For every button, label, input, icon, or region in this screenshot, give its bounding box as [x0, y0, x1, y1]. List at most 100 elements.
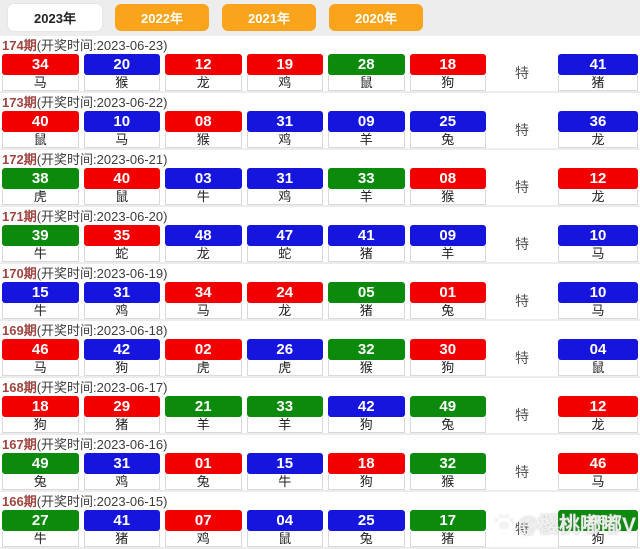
zodiac-label: 狗 [328, 474, 405, 490]
zodiac-label: 鼠 [328, 75, 405, 91]
ball-number: 08 [165, 111, 242, 132]
ball-number: 09 [328, 111, 405, 132]
ball-number: 21 [165, 396, 242, 417]
zodiac-label: 鸡 [165, 531, 242, 547]
zodiac-label: 猪 [328, 303, 405, 319]
zodiac-label: 猪 [558, 75, 638, 91]
zodiac-label: 鼠 [2, 132, 79, 148]
zodiac-label: 羊 [246, 417, 323, 433]
ball-number: 28 [328, 54, 405, 75]
draw-period: 172期 [2, 152, 37, 167]
ball-number: 31 [246, 168, 323, 189]
special-label: 特 [515, 521, 529, 537]
draw-time: (开奖时间:2023-06-22) [36, 95, 168, 110]
number-cell: 18 狗 [409, 54, 486, 92]
ball-number: 25 [328, 510, 405, 531]
ball-number: 08 [409, 168, 486, 189]
draw-period: 171期 [2, 209, 37, 224]
ball-number: 02 [165, 339, 242, 360]
number-cell: 40 鼠 [2, 111, 79, 149]
draw-period: 168期 [2, 380, 37, 395]
ball-number: 10 [558, 282, 638, 303]
zodiac-label: 马 [558, 246, 638, 262]
ball-number: 06 [558, 510, 638, 531]
ball-number: 15 [246, 453, 323, 474]
cells-row: 15 牛 31 鸡 34 马 24 龙 05 猪 01 兔特 10 马 [2, 282, 638, 320]
zodiac-label: 猴 [83, 75, 160, 91]
draw-period: 167期 [2, 437, 37, 452]
zodiac-label: 鸡 [246, 75, 323, 91]
ball-number: 17 [409, 510, 486, 531]
ball-number: 07 [165, 510, 242, 531]
ball-number: 32 [328, 339, 405, 360]
zodiac-label: 狗 [2, 417, 79, 433]
zodiac-label: 龙 [558, 189, 638, 205]
ball-number: 04 [246, 510, 323, 531]
ball-number: 40 [2, 111, 79, 132]
number-cell: 18 狗 [328, 453, 405, 491]
number-cell: 26 虎 [246, 339, 323, 377]
number-cell: 15 牛 [246, 453, 323, 491]
ball-number: 30 [409, 339, 486, 360]
ball-number: 49 [409, 396, 486, 417]
zodiac-label: 牛 [2, 531, 79, 547]
zodiac-label: 马 [165, 303, 242, 319]
ball-number: 05 [328, 282, 405, 303]
ball-number: 12 [558, 396, 638, 417]
special-number-cell: 10 马 [558, 282, 638, 320]
draw-period: 166期 [2, 494, 37, 509]
draw-period: 173期 [2, 95, 37, 110]
zodiac-label: 兔 [2, 474, 79, 490]
ball-number: 38 [2, 168, 79, 189]
number-cell: 08 猴 [409, 168, 486, 206]
tab-2021年[interactable]: 2021年 [222, 4, 316, 31]
number-cell: 12 龙 [165, 54, 242, 92]
ball-number: 26 [246, 339, 323, 360]
draw-row-header: 170期(开奖时间:2023-06-19) [2, 266, 638, 281]
ball-number: 41 [83, 510, 160, 531]
ball-number: 42 [328, 396, 405, 417]
number-cell: 32 猴 [409, 453, 486, 491]
draw-row-header: 167期(开奖时间:2023-06-16) [2, 437, 638, 452]
zodiac-label: 马 [558, 303, 638, 319]
ball-number: 41 [328, 225, 405, 246]
zodiac-label: 马 [2, 360, 79, 376]
ball-number: 18 [409, 54, 486, 75]
ball-number: 33 [328, 168, 405, 189]
ball-number: 42 [83, 339, 160, 360]
number-cell: 47 蛇 [246, 225, 323, 263]
zodiac-label: 兔 [328, 531, 405, 547]
zodiac-label: 牛 [2, 246, 79, 262]
tab-2023年[interactable]: 2023年 [8, 4, 102, 31]
ball-number: 32 [409, 453, 486, 474]
draw-time: (开奖时间:2023-06-15) [36, 494, 168, 509]
draw-time: (开奖时间:2023-06-21) [36, 152, 168, 167]
zodiac-label: 猴 [409, 474, 486, 490]
zodiac-label: 羊 [409, 246, 486, 262]
draw-row: 167期(开奖时间:2023-06-16) 49 兔 31 鸡 01 兔 15 牛 18 狗 32 猴特… [0, 435, 640, 492]
zodiac-label: 鸡 [246, 132, 323, 148]
number-cell: 40 鼠 [83, 168, 160, 206]
number-cell: 42 狗 [83, 339, 160, 377]
tab-2022年[interactable]: 2022年 [115, 4, 209, 31]
ball-number: 18 [2, 396, 79, 417]
ball-number: 46 [558, 453, 638, 474]
draw-row: 174期(开奖时间:2023-06-23) 34 马 20 猴 12 龙 19 鸡 28 鼠 18 狗特… [0, 36, 640, 93]
tab-2020年[interactable]: 2020年 [329, 4, 423, 31]
number-cell: 32 猴 [328, 339, 405, 377]
number-cell: 39 牛 [2, 225, 79, 263]
draw-time: (开奖时间:2023-06-23) [36, 38, 168, 53]
ball-number: 29 [83, 396, 160, 417]
number-cell: 01 兔 [165, 453, 242, 491]
zodiac-label: 龙 [246, 303, 323, 319]
ball-number: 24 [246, 282, 323, 303]
draw-row: 173期(开奖时间:2023-06-22) 40 鼠 10 马 08 猴 31 鸡 09 羊 25 兔特… [0, 93, 640, 150]
draw-row-header: 173期(开奖时间:2023-06-22) [2, 95, 638, 110]
cells-row: 18 狗 29 猪 21 羊 33 羊 42 狗 49 兔特 12 龙 [2, 396, 638, 434]
special-number-cell: 41 猪 [558, 54, 638, 92]
number-cell: 31 鸡 [83, 453, 160, 491]
zodiac-label: 龙 [165, 246, 242, 262]
ball-number: 12 [165, 54, 242, 75]
number-cell: 31 鸡 [246, 111, 323, 149]
ball-number: 09 [409, 225, 486, 246]
